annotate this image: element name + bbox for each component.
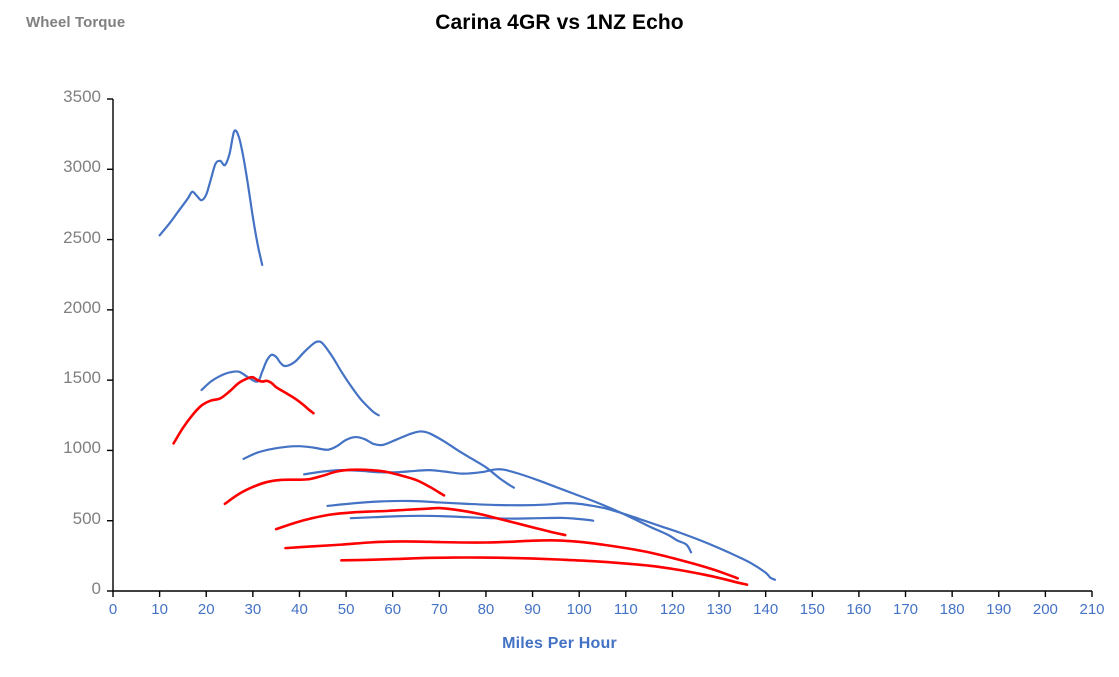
x-tick-label: 180 (939, 601, 965, 618)
series-line-5: Carina 4GR - Gear 6 (349, 514, 595, 522)
x-tick-label: 150 (799, 601, 825, 618)
x-tick-label: 170 (893, 601, 919, 618)
x-tick-label: 70 (430, 601, 448, 618)
x-tick-label: 140 (753, 601, 779, 618)
y-axis-title: Wheel Torque (26, 14, 126, 31)
y-tick-label: 3000 (63, 157, 101, 177)
x-tick-label: 10 (151, 601, 168, 618)
x-tick-label: 110 (613, 601, 638, 618)
y-tick-label: 2500 (63, 227, 101, 247)
series-line-8: 1NZ Echo - Gear 3 (274, 506, 567, 537)
series-line-6: 1NZ Echo - Gear 1 (172, 375, 315, 445)
series-line-3: Carina 4GR - Gear 4 (303, 468, 693, 554)
x-tick-label: 210 (1079, 601, 1105, 618)
series-layer: Carina 4GR - Gear 1 Carina 4GR - Gear 2 Ca… (158, 129, 777, 586)
x-tick-label: 200 (1032, 601, 1058, 618)
x-tick-label: 60 (384, 601, 402, 618)
series-line-10: 1NZ Echo - Gear 5 (340, 556, 749, 586)
y-tick-label: 1500 (63, 368, 101, 388)
x-tick-label: 100 (566, 601, 592, 618)
x-tick-label: 0 (108, 601, 118, 618)
x-tick-label: 160 (846, 601, 872, 618)
x-tick-label: 190 (986, 601, 1012, 618)
series-line-7: 1NZ Echo - Gear 2 (223, 468, 446, 506)
x-tick-label: 40 (291, 601, 308, 618)
series-line-1: Carina 4GR - Gear 2 (200, 340, 380, 417)
y-tick-label: 1000 (63, 438, 101, 458)
y-tick-label: 3500 (63, 87, 101, 106)
series-line-9: 1NZ Echo - Gear 4 (284, 539, 739, 580)
axes-layer (107, 98, 1093, 597)
y-tick-label: 500 (72, 508, 101, 528)
x-axis-title: Miles Per Hour (502, 635, 617, 652)
x-tick-label: 50 (337, 601, 355, 618)
series-line-0: Carina 4GR - Gear 1 (158, 129, 264, 266)
x-tick-label: 90 (524, 601, 541, 618)
y-tick-label: 0 (91, 579, 101, 598)
series-line-4: Carina 4GR - Gear 5 (326, 499, 777, 581)
series-line-2: Carina 4GR - Gear 3 (242, 430, 516, 489)
x-tick-label: 130 (706, 601, 732, 618)
chart-title: Carina 4GR vs 1NZ Echo (435, 11, 684, 34)
x-tick-label: 120 (659, 601, 685, 618)
x-tick-label: 80 (477, 601, 495, 618)
x-tick-label: 20 (197, 601, 215, 618)
x-tick-label: 30 (244, 601, 262, 618)
y-tick-label: 2000 (63, 297, 101, 317)
